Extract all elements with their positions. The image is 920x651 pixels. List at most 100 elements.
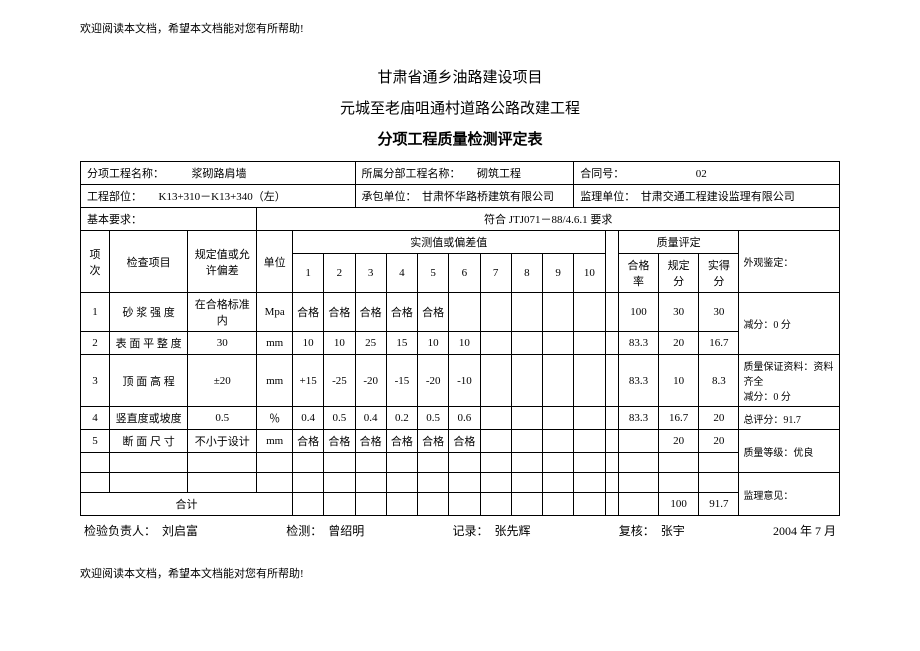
r5-v3: 合格: [355, 430, 386, 453]
r1-v2: 合格: [324, 293, 355, 332]
f2-label: 检测：: [286, 524, 316, 538]
r1-sp: 30: [659, 293, 699, 332]
info-row-3: 基本要求： 符合 JTJ071－88/4.6.1 要求: [81, 208, 840, 231]
r5-v9: [543, 430, 574, 453]
r1-v3: 合格: [355, 293, 386, 332]
hdr-getscore: 实得分: [699, 254, 739, 293]
hdr-passrate: 合格率: [618, 254, 658, 293]
r5-pass: [618, 430, 658, 453]
f3-label: 记录：: [452, 524, 482, 538]
r2-v6: 10: [449, 332, 480, 355]
hdr-c3: 3: [355, 254, 386, 293]
r3-spec: ±20: [188, 355, 257, 407]
r4-v7: [480, 407, 511, 430]
r4-v3: 0.4: [355, 407, 386, 430]
r4-unit: ％: [257, 407, 293, 430]
hdr-measured: 实测值或偏差值: [293, 231, 606, 254]
r3-v5: -20: [418, 355, 449, 407]
main-table: 分项工程名称： 浆砌路肩墙 所属分部工程名称： 砌筑工程 合同号： 02 工程部…: [80, 161, 840, 516]
r4-v5: 0.5: [418, 407, 449, 430]
r5-n: 5: [81, 430, 110, 453]
r2-v9: [543, 332, 574, 355]
f4: 张宇: [661, 524, 685, 538]
r4-v2: 0.5: [324, 407, 355, 430]
hdr-c10: 10: [574, 254, 605, 293]
r5-gs: 20: [699, 430, 739, 453]
r1-pass: 100: [618, 293, 658, 332]
f2: 曾绍明: [328, 524, 364, 538]
hdr-c5: 5: [418, 254, 449, 293]
empty-row-1: [81, 453, 840, 473]
r4-v1: 0.4: [293, 407, 324, 430]
r3-v7: [480, 355, 511, 407]
r4-v10: [574, 407, 605, 430]
side-1: 减分：0 分: [739, 293, 840, 355]
total-sp: 100: [659, 493, 699, 516]
hdr-specscore: 规定分: [659, 254, 699, 293]
supervisor-label: 监理单位：: [580, 191, 630, 203]
r4-n: 4: [81, 407, 110, 430]
r5-v2: 合格: [324, 430, 355, 453]
r1-spec: 在合格标准内: [188, 293, 257, 332]
r1-v4: 合格: [386, 293, 417, 332]
r2-gs: 16.7: [699, 332, 739, 355]
r3-item: 顶 面 高 程: [110, 355, 188, 407]
title-line-3: 分项工程质量检测评定表: [80, 128, 840, 149]
data-row-3: 3 顶 面 高 程 ±20 mm +15 -25 -20 -15 -20 -10…: [81, 355, 840, 407]
r4-item: 竖直度或坡度: [110, 407, 188, 430]
r3-v1: +15: [293, 355, 324, 407]
side-4: 总评分：91.7: [739, 407, 840, 430]
r3-pass: 83.3: [618, 355, 658, 407]
total-row: 合计 100 91.7: [81, 493, 840, 516]
r4-v4: 0.2: [386, 407, 417, 430]
r3-v4: -15: [386, 355, 417, 407]
hdr-c7: 7: [480, 254, 511, 293]
total-label: 合计: [81, 493, 293, 516]
f3: 张先辉: [495, 524, 531, 538]
r2-v10: [574, 332, 605, 355]
r3-v3: -20: [355, 355, 386, 407]
r5-unit: mm: [257, 430, 293, 453]
r4-v8: [511, 407, 542, 430]
r3-v6: -10: [449, 355, 480, 407]
hdr-c4: 4: [386, 254, 417, 293]
r5-v8: [511, 430, 542, 453]
r4-spec: 0.5: [188, 407, 257, 430]
hdr-c9: 9: [543, 254, 574, 293]
r1-v7: [480, 293, 511, 332]
basic-req: 符合 JTJ071－88/4.6.1 要求: [257, 208, 840, 231]
side-6: 监理意见：: [739, 473, 840, 516]
basic-label: 基本要求：: [81, 208, 257, 231]
hdr-c1: 1: [293, 254, 324, 293]
hdr-appearance: 外观鉴定：: [739, 231, 840, 293]
side-5: 质量等级：优良: [739, 430, 840, 473]
header-row-1: 项次 检查项目 规定值或允许偏差 单位 实测值或偏差值 质量评定 外观鉴定：: [81, 231, 840, 254]
sub-label: 所属分部工程名称：: [362, 168, 456, 180]
r2-v4: 15: [386, 332, 417, 355]
r1-v5: 合格: [418, 293, 449, 332]
r5-v7: [480, 430, 511, 453]
hdr-c8: 8: [511, 254, 542, 293]
data-row-5: 5 断 面 尺 寸 不小于设计 mm 合格 合格 合格 合格 合格 合格 20 …: [81, 430, 840, 453]
r3-sp: 10: [659, 355, 699, 407]
r5-v6: 合格: [449, 430, 480, 453]
r2-v3: 25: [355, 332, 386, 355]
r5-sp: 20: [659, 430, 699, 453]
r2-sp: 20: [659, 332, 699, 355]
r2-item: 表 面 平 整 度: [110, 332, 188, 355]
f1-label: 检验负责人：: [84, 524, 150, 538]
r1-v10: [574, 293, 605, 332]
r5-v5: 合格: [418, 430, 449, 453]
footer-line: 检验负责人： 刘启富 检测： 曾绍明 记录： 张先辉 复核： 张宇 2004 年…: [80, 522, 840, 539]
part: K13+310－K13+340（左）: [159, 191, 286, 203]
data-row-1: 1 砂 浆 强 度 在合格标准内 Mpa 合格 合格 合格 合格 合格 100 …: [81, 293, 840, 332]
titles-block: 甘肃省通乡油路建设项目 元城至老庙咀通村道路公路改建工程 分项工程质量检测评定表: [80, 66, 840, 149]
data-row-4: 4 竖直度或坡度 0.5 ％ 0.4 0.5 0.4 0.2 0.5 0.6 8…: [81, 407, 840, 430]
hdr-spec: 规定值或允许偏差: [188, 231, 257, 293]
r5-v4: 合格: [386, 430, 417, 453]
r1-item: 砂 浆 强 度: [110, 293, 188, 332]
r2-spec: 30: [188, 332, 257, 355]
footer-date: 2004 年 7 月: [773, 522, 836, 539]
sub-name: 砌筑工程: [477, 168, 521, 180]
r2-v2: 10: [324, 332, 355, 355]
